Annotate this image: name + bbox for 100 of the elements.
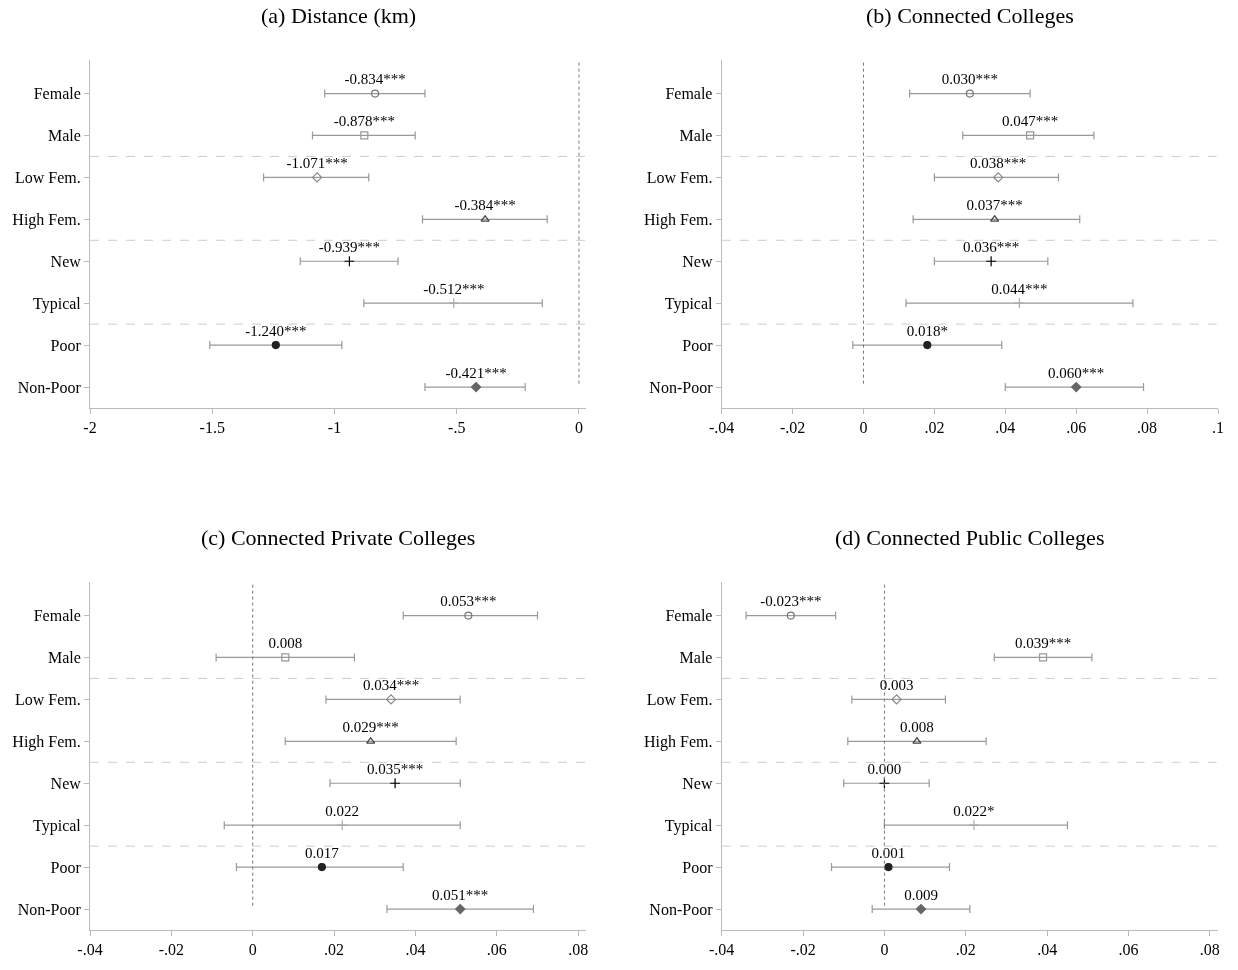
y-tick-label: Low Fem. <box>646 169 713 186</box>
y-tick-label: Low Fem. <box>646 691 713 708</box>
point <box>923 341 932 350</box>
point <box>1013 297 1025 309</box>
data-label: -0.421*** <box>445 364 507 381</box>
x-tick-label: 0 <box>248 941 257 959</box>
data-label: 0.017 <box>305 844 340 861</box>
y-tick-label: New <box>682 252 713 270</box>
data-label: -0.512*** <box>423 281 485 298</box>
point <box>915 903 927 915</box>
point <box>385 694 397 705</box>
x-tick-label: -.04 <box>77 941 103 959</box>
point <box>336 819 348 831</box>
y-tick-label: Female <box>665 85 713 103</box>
x-tick-label: .04 <box>995 419 1016 437</box>
x-tick-label: -1 <box>327 419 342 437</box>
x-tick-label: -1.5 <box>199 419 225 437</box>
y-tick-label: Non-Poor <box>649 378 714 396</box>
data-label: 0.008 <box>900 719 934 736</box>
x-tick-label: .02 <box>924 419 945 437</box>
point <box>993 172 1004 183</box>
point <box>281 653 290 662</box>
chart-title: (a) Distance (km) <box>261 3 417 28</box>
y-tick-label: Poor <box>50 336 82 354</box>
data-label: 0.051*** <box>432 886 489 903</box>
x-tick-label: 0 <box>574 419 583 437</box>
x-tick-label: 0 <box>859 419 868 437</box>
point <box>470 381 482 393</box>
y-tick-label: Non-Poor <box>17 900 82 918</box>
y-tick-label: Female <box>33 85 81 103</box>
x-tick-label: -.04 <box>709 419 735 437</box>
point <box>891 694 902 705</box>
y-tick-label: Male <box>679 649 713 667</box>
x-tick-label: .06 <box>1118 941 1139 959</box>
chart-title: (d) Connected Public Colleges <box>835 525 1105 550</box>
point <box>878 777 890 789</box>
data-label: 0.003 <box>879 677 914 694</box>
data-label: 0.001 <box>871 844 906 861</box>
data-label: -1.071*** <box>286 155 348 172</box>
x-tick-label: 0 <box>880 941 889 959</box>
y-tick-label: Non-Poor <box>649 900 714 918</box>
point <box>464 611 473 620</box>
data-label: 0.044*** <box>991 281 1048 298</box>
y-tick-label: Poor <box>682 858 714 876</box>
point <box>1071 381 1082 393</box>
chart-title: (c) Connected Private Colleges <box>201 525 476 550</box>
data-label: 0.008 <box>268 635 303 652</box>
point <box>389 777 401 789</box>
data-label: -0.878*** <box>333 113 395 130</box>
x-tick-label: .02 <box>955 941 976 959</box>
y-tick-label: Male <box>47 127 81 145</box>
data-label: 0.039*** <box>1014 635 1072 652</box>
point <box>786 611 795 620</box>
y-tick-label: Typical <box>664 294 714 313</box>
point <box>884 863 893 872</box>
data-label: 0.022* <box>953 803 995 820</box>
point <box>1038 653 1048 662</box>
y-tick-label: High Fem. <box>12 732 81 751</box>
y-tick-label: Poor <box>50 858 82 876</box>
point <box>448 297 460 309</box>
point <box>271 341 280 350</box>
y-tick-label: Typical <box>33 294 82 313</box>
data-label: 0.029*** <box>342 719 399 736</box>
data-label: 0.053*** <box>440 593 497 610</box>
y-tick-label: High Fem. <box>644 210 713 229</box>
y-tick-label: Poor <box>682 336 714 354</box>
y-tick-label: Typical <box>33 816 82 835</box>
point <box>1026 131 1035 140</box>
data-label: 0.036*** <box>962 239 1020 256</box>
x-tick-label: -.02 <box>790 941 816 959</box>
y-tick-label: Male <box>679 127 713 145</box>
x-tick-label: .04 <box>405 941 426 959</box>
point <box>343 255 355 267</box>
data-label: 0.009 <box>904 886 938 903</box>
data-label: 0.035*** <box>366 761 424 778</box>
chart-title: (b) Connected Colleges <box>866 3 1074 28</box>
y-tick-label: Low Fem. <box>15 169 81 186</box>
data-label: 0.038*** <box>970 155 1027 172</box>
data-label: 0.047*** <box>1001 113 1059 130</box>
data-label: 0.022 <box>325 803 360 820</box>
x-tick-label: .06 <box>486 941 507 959</box>
y-tick-label: Female <box>665 607 713 625</box>
data-label: 0.018* <box>906 322 948 339</box>
y-tick-label: Typical <box>664 816 714 835</box>
x-tick-label: -2 <box>83 419 97 437</box>
point <box>311 172 323 183</box>
y-tick-label: New <box>682 774 713 792</box>
x-tick-label: .08 <box>1199 941 1220 959</box>
data-label: 0.060*** <box>1048 364 1105 381</box>
x-tick-label: .1 <box>1212 419 1224 437</box>
x-tick-label: .08 <box>1137 419 1158 437</box>
data-label: -1.240*** <box>245 322 307 339</box>
data-label: -0.023*** <box>760 593 822 610</box>
point <box>965 89 974 98</box>
y-tick-label: Female <box>33 607 81 625</box>
point <box>370 89 380 98</box>
x-tick-label: -.02 <box>779 419 806 437</box>
point <box>317 863 326 872</box>
y-tick-label: New <box>50 252 82 270</box>
data-label: 0.034*** <box>362 677 420 694</box>
